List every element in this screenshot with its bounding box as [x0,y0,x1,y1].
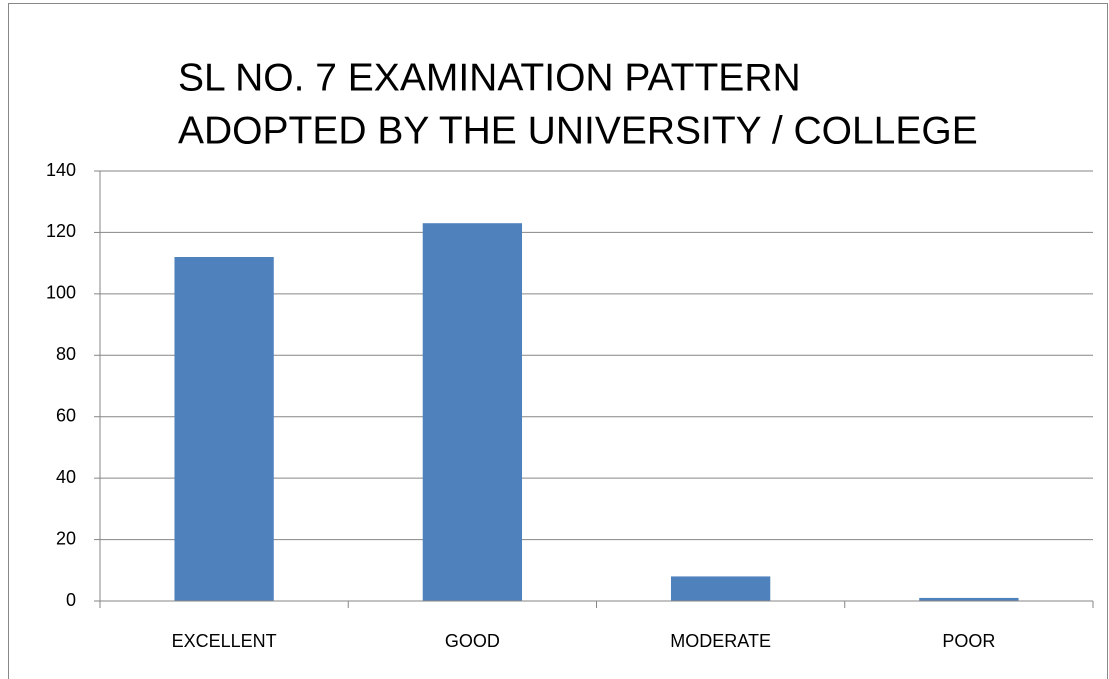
y-tick-label: 20 [56,528,76,548]
chart-title: SL NO. 7 EXAMINATION PATTERN [178,56,801,99]
bar [919,597,1019,601]
chart-frame [8,3,1108,679]
y-tick-label: 40 [56,467,76,487]
x-tick-label: EXCELLENT [172,631,277,651]
x-tick-label: GOOD [445,631,500,651]
x-tick-label: POOR [942,631,995,651]
x-tick-label: MODERATE [670,631,771,651]
y-tick-label: 120 [46,221,76,241]
y-tick-label: 60 [56,405,76,425]
bar [174,257,274,601]
y-tick-label: 140 [46,160,76,180]
y-tick-label: 100 [46,283,76,303]
y-tick-label: 0 [66,590,76,610]
bar [670,576,771,601]
y-tick-label: 80 [56,344,76,364]
chart-title: ADOPTED BY THE UNIVERSITY / COLLEGE [178,109,978,152]
bar [422,223,523,601]
